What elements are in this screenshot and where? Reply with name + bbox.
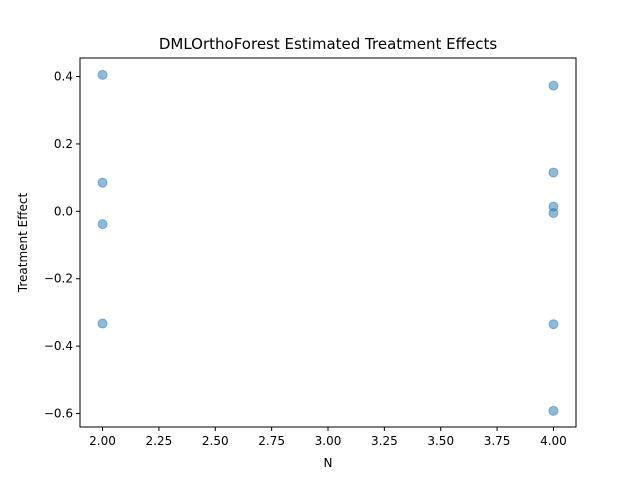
x-tick-label: 2.50 <box>202 434 229 448</box>
x-axis-label: N <box>324 456 333 470</box>
x-tick-label: 3.75 <box>484 434 511 448</box>
y-tick-label: 0.2 <box>54 137 73 151</box>
data-point-5 <box>548 167 559 178</box>
chart-title: DMLOrthoForest Estimated Treatment Effec… <box>159 35 497 53</box>
points-layer <box>97 69 559 416</box>
data-point-7 <box>548 208 559 219</box>
x-tick-label: 4.00 <box>540 434 567 448</box>
x-tick-label: 2.00 <box>89 434 116 448</box>
x-tick-label: 2.75 <box>258 434 285 448</box>
data-point-9 <box>548 405 559 416</box>
y-axis-label: Treatment Effect <box>16 193 30 294</box>
data-point-2 <box>97 219 108 230</box>
x-axis: 2.00 2.25 2.50 2.75 3.00 3.25 3.50 3.75 4.00 <box>89 427 567 448</box>
data-point-4 <box>548 80 559 91</box>
x-tick-label: 2.25 <box>146 434 173 448</box>
y-tick-label: −0.2 <box>44 272 73 286</box>
data-point-1 <box>97 177 108 188</box>
x-tick-label: 3.00 <box>315 434 342 448</box>
data-point-8 <box>548 319 559 330</box>
y-axis: −0.6 −0.4 −0.2 0.0 0.2 0.4 <box>44 70 80 421</box>
x-tick-label: 3.50 <box>427 434 454 448</box>
y-tick-label: 0.4 <box>54 70 73 84</box>
y-tick-label: −0.6 <box>44 407 73 421</box>
y-tick-label: −0.4 <box>44 339 73 353</box>
data-point-3 <box>97 318 108 329</box>
y-tick-label: 0.0 <box>54 204 73 218</box>
x-tick-label: 3.25 <box>371 434 398 448</box>
data-point-0 <box>97 69 108 80</box>
